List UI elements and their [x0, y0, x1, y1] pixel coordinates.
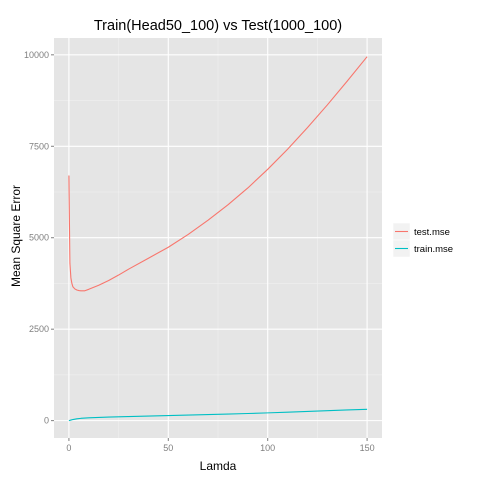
- legend-label-train-mse: train.mse: [414, 244, 453, 255]
- x-axis-title: Lamda: [200, 459, 237, 473]
- y-tick-label: 10000: [24, 50, 49, 60]
- chart-title: Train(Head50_100) vs Test(1000_100): [94, 18, 342, 34]
- y-tick-label: 7500: [29, 141, 49, 151]
- y-tick-label: 5000: [29, 233, 49, 243]
- y-axis-title: Mean Square Error: [9, 185, 23, 287]
- y-tick-label: 2500: [29, 324, 49, 334]
- x-tick-label: 150: [360, 443, 375, 453]
- x-tick-label: 100: [260, 443, 275, 453]
- y-tick-label: 0: [44, 416, 49, 426]
- x-tick-label: 50: [163, 443, 173, 453]
- x-tick-label: 0: [66, 443, 71, 453]
- legend-label-test-mse: test.mse: [414, 227, 450, 238]
